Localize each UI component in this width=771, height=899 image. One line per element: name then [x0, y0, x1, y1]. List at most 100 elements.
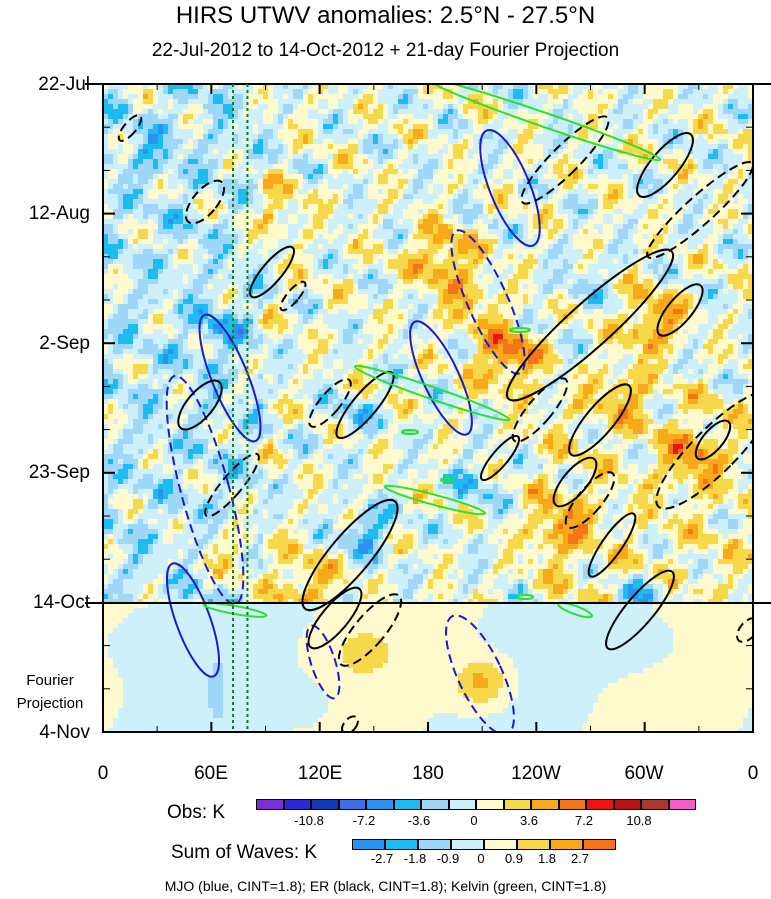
kelvin-contour [516, 594, 534, 600]
kelvin-contour [383, 484, 487, 516]
y-tick-label: 22-Jul [38, 74, 90, 95]
er-contour [564, 471, 616, 529]
er-contour [301, 498, 399, 612]
er-contour [279, 280, 307, 312]
colorbar-swatch [503, 799, 531, 810]
mjo-contour [305, 624, 341, 700]
waves-colorbar-tick: -2.7 [370, 851, 394, 866]
er-contour [337, 593, 403, 667]
waves-colorbar-tick: -0.9 [436, 851, 460, 866]
contour-legend: MJO (blue, CINT=1.8); ER (black, CINT=1.… [164, 878, 607, 894]
colorbar-swatch [586, 799, 614, 810]
y-tick-label: 14-Oct [32, 592, 90, 613]
x-tick-label: 0 [97, 763, 109, 784]
colorbar-swatch [613, 799, 641, 810]
er-contour [568, 383, 632, 457]
kelvin-contour [440, 477, 454, 483]
colorbar-swatch [641, 799, 669, 810]
x-tick-label: 180 [412, 763, 444, 784]
waves-colorbar-tick: 0.9 [504, 851, 524, 866]
colorbar-swatch [393, 799, 421, 810]
obs-colorbar-tick: -10.8 [294, 813, 324, 828]
kelvin-contour [509, 327, 531, 333]
obs-colorbar [256, 799, 696, 810]
mjo-contour [450, 229, 526, 375]
colorbar-swatch [476, 799, 504, 810]
waves-colorbar-tick: 1.8 [537, 851, 557, 866]
mjo-contour [409, 320, 473, 436]
er-contour [511, 377, 569, 443]
colorbar-swatch [283, 799, 311, 810]
waves-colorbar [352, 839, 616, 850]
obs-colorbar-tick: 10.8 [626, 813, 652, 828]
anomaly-field [103, 84, 753, 732]
colorbar-swatch [418, 839, 451, 850]
er-contour [479, 434, 521, 482]
colorbar-swatch [484, 839, 517, 850]
colorbar-swatch [256, 799, 284, 810]
er-contour [655, 390, 753, 510]
waves-colorbar-label: Sum of Waves: K [171, 842, 318, 863]
y-tick-label: 2-Sep [39, 333, 90, 354]
obs-colorbar-tick: 3.6 [519, 813, 539, 828]
projection-label-line2: Projection [16, 695, 84, 712]
colorbar-swatch [421, 799, 449, 810]
waves-colorbar-tick: -1.8 [403, 851, 427, 866]
colorbar-swatch [338, 799, 366, 810]
x-tick-label: 60E [194, 763, 228, 784]
kelvin-contour [401, 429, 419, 435]
colorbar-swatch [352, 839, 385, 850]
er-contour [184, 179, 226, 225]
mjo-contour [165, 374, 245, 606]
er-contour [307, 586, 363, 650]
mjo-contour [198, 313, 262, 443]
er-contour [694, 419, 732, 461]
colorbar-swatch [448, 799, 476, 810]
obs-colorbar-label: Obs: K [167, 802, 226, 823]
plot-axes [85, 83, 771, 733]
colorbar-swatch [451, 839, 484, 850]
waves-colorbar-tick: 0 [477, 851, 485, 866]
kelvin-contour [202, 602, 268, 618]
er-contour [204, 452, 260, 518]
er-contour [520, 115, 610, 205]
er-contour [736, 617, 753, 643]
colorbar-swatch [531, 799, 559, 810]
er-contour [656, 283, 704, 337]
mjo-contour [445, 614, 515, 732]
colorbar-swatch [311, 799, 339, 810]
wave-contours [117, 84, 753, 732]
mjo-contour [165, 562, 221, 678]
colorbar-swatch [583, 839, 616, 850]
projection-label-line1: Fourier [26, 672, 74, 689]
er-contour [505, 248, 675, 402]
obs-colorbar-tick: 7.2 [574, 813, 594, 828]
y-tick-label: 12-Aug [28, 203, 90, 224]
chart-subtitle: 22-Jul-2012 to 14-Oct-2012 + 21-day Four… [151, 40, 620, 61]
er-contour [587, 512, 637, 578]
er-contour [605, 569, 675, 651]
x-tick-label: 120E [297, 763, 343, 784]
er-contour [177, 379, 223, 431]
x-tick-label: 60W [624, 763, 664, 784]
er-contour [117, 114, 143, 142]
colorbar-swatch [558, 799, 586, 810]
y-tick-label: 4-Nov [39, 722, 90, 743]
kelvin-contour [428, 84, 662, 162]
colorbar-swatch [668, 799, 696, 810]
x-tick-label: 120W [511, 763, 561, 784]
er-contour [341, 715, 359, 732]
obs-colorbar-tick: -7.2 [352, 813, 376, 828]
colorbar-swatch [366, 799, 394, 810]
er-contour [249, 245, 295, 299]
y-tick-label: 23-Sep [28, 462, 90, 483]
colorbar-swatch [385, 839, 418, 850]
colorbar-swatch [550, 839, 583, 850]
x-tick-label: 0 [747, 763, 759, 784]
colorbar-swatch [517, 839, 550, 850]
chart-title: HIRS UTWV anomalies: 2.5°N - 27.5°N [175, 2, 596, 29]
er-contour [308, 378, 352, 428]
obs-colorbar-tick: 0 [470, 813, 478, 828]
waves-colorbar-tick: 2.7 [570, 851, 590, 866]
